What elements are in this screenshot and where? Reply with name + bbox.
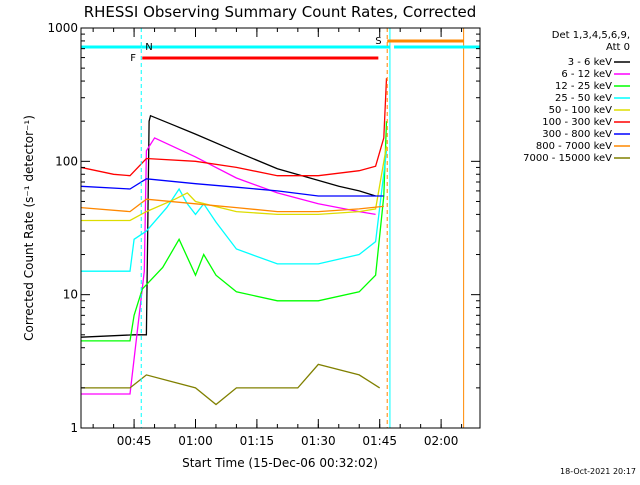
x-axis-title: Start Time (15-Dec-06 00:32:02)	[182, 456, 378, 470]
annotation-layer: NF S	[81, 28, 480, 428]
x-tick-label-5: 02:00	[424, 434, 459, 448]
series-layer	[81, 78, 388, 406]
x-tick-label-0: 00:45	[117, 434, 152, 448]
series-line-2	[81, 121, 388, 342]
legend-title: Det 1,3,4,5,6,9,	[552, 30, 630, 41]
series-line-0	[81, 114, 376, 338]
legend-label-1: 6 - 12 keV	[561, 69, 612, 80]
series-line-4	[81, 145, 388, 222]
x-tick-label-1: 01:00	[178, 434, 213, 448]
legend-label-5: 100 - 300 keV	[542, 117, 612, 128]
legend-label-0: 3 - 6 keV	[568, 57, 612, 68]
annotation-label-0: N	[145, 42, 152, 53]
y-axis-title: Corrected Count Rate (s⁻¹ detector⁻¹)	[22, 115, 36, 341]
y-tick-label-1: 10	[63, 288, 78, 302]
y-tick-label-0: 1	[70, 421, 78, 435]
axis-ticks: 1 10 100 1000 00:45 01:00 01:15 01:30 01:45 02:00	[47, 21, 480, 448]
annotation-label-1: F	[130, 53, 136, 64]
legend-label-3: 25 - 50 keV	[555, 93, 612, 104]
plot-frame	[80, 27, 481, 429]
x-tick-label-3: 01:30	[301, 434, 336, 448]
series-line-6	[81, 178, 384, 197]
legend-label-4: 50 - 100 keV	[549, 105, 613, 116]
series-line-7	[81, 198, 384, 213]
y-tick-label-2: 100	[55, 154, 78, 168]
series-line-3	[81, 150, 388, 272]
y-tick-label-3: 1000	[47, 21, 78, 35]
series-line-1	[81, 137, 376, 395]
legend-subtitle: Att 0	[606, 42, 630, 53]
series-line-5	[81, 78, 388, 177]
legend-label-2: 12 - 25 keV	[555, 81, 612, 92]
x-tick-label-4: 01:45	[362, 434, 397, 448]
legend-label-7: 800 - 7000 keV	[536, 141, 612, 152]
annotation-label-2: S	[375, 36, 381, 47]
x-tick-label-2: 01:15	[240, 434, 275, 448]
legend-label-6: 300 - 800 keV	[542, 129, 612, 140]
footer-date: 18-Oct-2021 20:17	[560, 467, 636, 476]
legend-label-8: 7000 - 15000 keV	[523, 153, 612, 164]
chart-title: RHESSI Observing Summary Count Rates, Co…	[84, 3, 477, 21]
